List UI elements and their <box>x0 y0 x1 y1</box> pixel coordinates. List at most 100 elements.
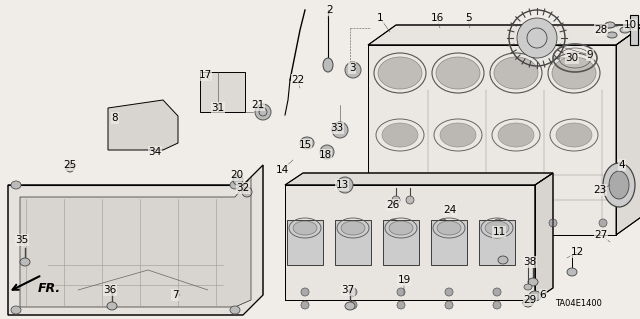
Text: 21: 21 <box>252 100 264 110</box>
Ellipse shape <box>301 288 309 296</box>
Ellipse shape <box>439 219 447 227</box>
Ellipse shape <box>242 187 252 197</box>
Text: 14: 14 <box>275 165 289 175</box>
Ellipse shape <box>552 57 596 89</box>
Text: 1: 1 <box>377 13 383 23</box>
Text: 23: 23 <box>593 185 607 195</box>
Ellipse shape <box>389 219 397 227</box>
Text: 33: 33 <box>330 123 344 133</box>
Ellipse shape <box>605 22 615 28</box>
Text: 3: 3 <box>349 63 355 73</box>
Ellipse shape <box>66 164 74 172</box>
Ellipse shape <box>293 221 317 235</box>
Ellipse shape <box>603 163 635 207</box>
Polygon shape <box>335 220 371 265</box>
Ellipse shape <box>607 32 617 38</box>
Ellipse shape <box>517 18 557 58</box>
Ellipse shape <box>523 299 533 307</box>
Ellipse shape <box>437 221 461 235</box>
Text: 36: 36 <box>104 285 116 295</box>
Text: 8: 8 <box>112 113 118 123</box>
Ellipse shape <box>567 268 577 276</box>
Text: 27: 27 <box>595 230 607 240</box>
Ellipse shape <box>440 123 476 147</box>
Text: 22: 22 <box>291 75 305 85</box>
Ellipse shape <box>323 58 333 72</box>
Ellipse shape <box>255 104 271 120</box>
Text: FR.: FR. <box>38 281 61 294</box>
Ellipse shape <box>107 302 117 310</box>
Ellipse shape <box>341 221 365 235</box>
Text: 25: 25 <box>63 160 77 170</box>
Ellipse shape <box>498 256 508 264</box>
Polygon shape <box>431 220 467 265</box>
Ellipse shape <box>345 62 361 78</box>
Text: 2: 2 <box>326 5 333 15</box>
Polygon shape <box>8 165 263 315</box>
Ellipse shape <box>498 123 534 147</box>
Ellipse shape <box>485 221 509 235</box>
Text: 19: 19 <box>397 275 411 285</box>
Ellipse shape <box>230 306 240 314</box>
Ellipse shape <box>382 123 418 147</box>
Text: 31: 31 <box>211 103 225 113</box>
Ellipse shape <box>337 177 353 193</box>
Ellipse shape <box>392 196 400 204</box>
Polygon shape <box>108 100 178 150</box>
Text: 24: 24 <box>444 205 456 215</box>
Ellipse shape <box>556 123 592 147</box>
Ellipse shape <box>397 288 405 296</box>
Text: 29: 29 <box>524 295 536 305</box>
Polygon shape <box>20 177 251 307</box>
Ellipse shape <box>345 302 355 310</box>
Text: 12: 12 <box>570 247 584 257</box>
Polygon shape <box>383 220 419 265</box>
Text: 26: 26 <box>387 200 399 210</box>
Text: 13: 13 <box>335 180 349 190</box>
Ellipse shape <box>406 196 414 204</box>
Polygon shape <box>368 25 640 45</box>
Text: 9: 9 <box>587 50 593 60</box>
Ellipse shape <box>230 181 240 189</box>
Text: 30: 30 <box>565 53 579 63</box>
Polygon shape <box>616 25 640 235</box>
Ellipse shape <box>11 306 21 314</box>
Ellipse shape <box>436 57 480 89</box>
Ellipse shape <box>445 301 453 309</box>
Text: 5: 5 <box>465 13 471 23</box>
Text: 16: 16 <box>430 13 444 23</box>
Ellipse shape <box>549 219 557 227</box>
Ellipse shape <box>609 171 629 199</box>
Ellipse shape <box>528 278 538 286</box>
Polygon shape <box>285 173 553 185</box>
Polygon shape <box>368 45 616 235</box>
Text: 18: 18 <box>318 150 332 160</box>
Text: TA04E1400: TA04E1400 <box>555 300 602 308</box>
Text: 10: 10 <box>623 20 637 30</box>
Text: 15: 15 <box>298 140 312 150</box>
Ellipse shape <box>349 301 357 309</box>
Ellipse shape <box>494 219 502 227</box>
Text: 32: 32 <box>236 183 250 193</box>
Ellipse shape <box>599 219 607 227</box>
Ellipse shape <box>524 284 532 290</box>
Ellipse shape <box>332 122 348 138</box>
Text: 11: 11 <box>492 227 506 237</box>
Ellipse shape <box>493 288 501 296</box>
Polygon shape <box>285 185 535 300</box>
Polygon shape <box>287 220 323 265</box>
Text: 6: 6 <box>540 290 547 300</box>
Ellipse shape <box>349 288 357 296</box>
Ellipse shape <box>445 288 453 296</box>
Ellipse shape <box>300 137 314 149</box>
Bar <box>200 72 245 112</box>
Text: 34: 34 <box>148 147 162 157</box>
Polygon shape <box>535 173 553 300</box>
Ellipse shape <box>529 291 541 301</box>
Text: 28: 28 <box>595 25 607 35</box>
Ellipse shape <box>301 301 309 309</box>
Ellipse shape <box>494 57 538 89</box>
Text: 4: 4 <box>619 160 625 170</box>
Text: 20: 20 <box>230 170 244 180</box>
Text: 7: 7 <box>172 290 179 300</box>
